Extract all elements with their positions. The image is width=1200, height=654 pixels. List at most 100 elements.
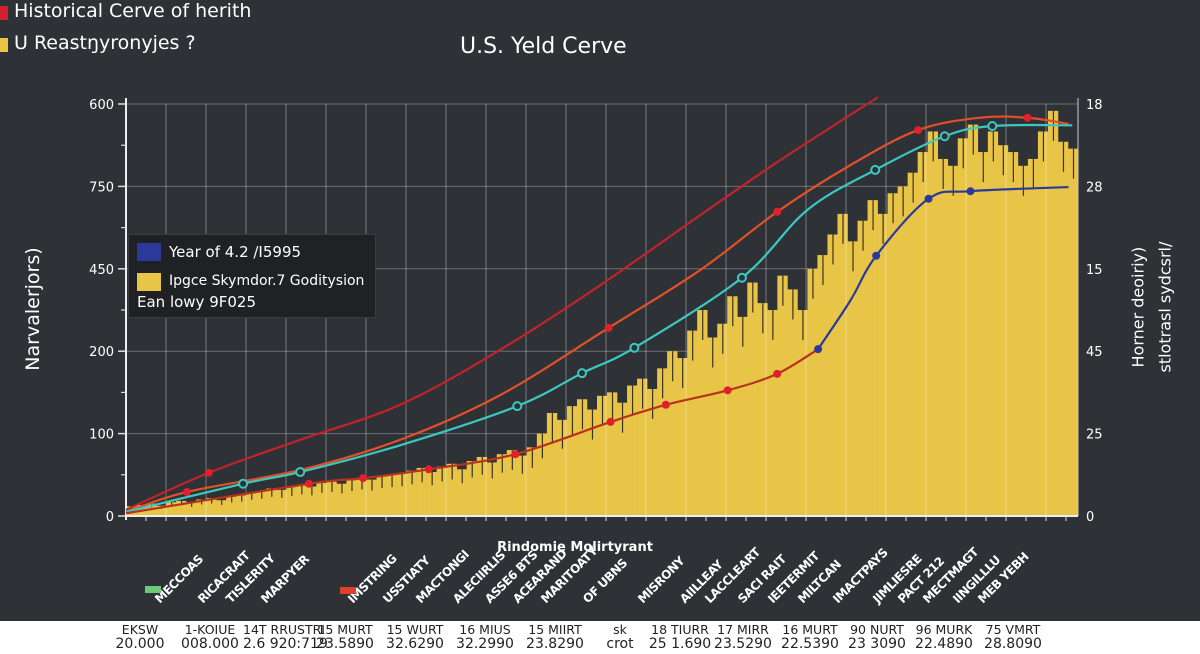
y-tick-label: 750: [89, 180, 114, 195]
cell-header: 14T RRUSTRI: [243, 622, 325, 637]
table-cell: 14T RRUSTRI 2.6 920:719: [243, 622, 328, 652]
bar: [306, 486, 317, 516]
series-marker: [1023, 113, 1032, 122]
bar: [617, 402, 628, 516]
series-marker: [511, 450, 520, 459]
cell-header: EKSW: [121, 622, 159, 637]
series-marker: [661, 400, 670, 409]
bar: [1017, 165, 1029, 517]
y-tick-label: 200: [89, 345, 114, 360]
cell-value: 22.5390: [781, 636, 839, 652]
bar: [286, 487, 297, 516]
bar: [807, 268, 818, 516]
legend-label: U Reastŋyronyjes ?: [14, 32, 196, 54]
x-axis-title: Rindomie Molirtyrant: [497, 540, 653, 555]
cell-header: 16 MURT: [782, 622, 838, 637]
bar: [697, 310, 708, 516]
bar: [186, 502, 197, 516]
series-marker: [736, 272, 747, 283]
y2-tick-label: 0: [1086, 510, 1094, 525]
bar: [677, 358, 688, 516]
series-marker: [204, 468, 213, 477]
bar: [566, 406, 578, 516]
bar: [897, 186, 908, 516]
legend-item-yellow: U Reastŋyronyjes ?: [0, 32, 196, 54]
cell-value: 32.2990: [456, 636, 514, 652]
cell-header: 15 WURT: [386, 622, 444, 637]
bar: [997, 145, 1009, 516]
bar: [326, 481, 337, 516]
bar: [937, 158, 949, 516]
bar: [827, 234, 838, 516]
bar: [476, 456, 488, 516]
category-swatch: [340, 587, 356, 594]
bar: [446, 463, 457, 516]
bar: [747, 282, 758, 516]
bar: [436, 466, 447, 516]
bar: [917, 152, 928, 517]
table-cell: 15 WURT 32.6290: [380, 622, 450, 652]
table-cell: 18 TIURR 25 1.690: [645, 623, 715, 652]
series-marker: [939, 131, 950, 142]
bar: [1007, 152, 1019, 517]
y2-tick-label: 45: [1086, 345, 1103, 360]
category-swatch: [145, 586, 161, 593]
bar: [1037, 131, 1049, 516]
series-marker: [577, 368, 588, 379]
table-cell: 75 VMRT 28.8090: [978, 623, 1048, 652]
bar: [506, 450, 518, 516]
legend-label: Year of 4.2 /I5995: [169, 243, 302, 261]
bar: [266, 488, 277, 516]
series-marker: [604, 323, 613, 332]
y2-tick-label: 25: [1086, 428, 1103, 443]
legend-swatch-red: [0, 6, 8, 20]
y-tick-label: 450: [89, 263, 114, 278]
bar: [366, 479, 377, 516]
bar: [757, 303, 768, 516]
series-marker: [987, 120, 998, 131]
cell-value: 20.000: [115, 636, 165, 652]
series-marker: [914, 126, 923, 135]
bar: [777, 275, 788, 516]
legend-label: Historical Cerve of herith: [14, 0, 252, 22]
cell-value: 23.5290: [714, 636, 772, 652]
bar: [847, 241, 858, 517]
series-marker: [924, 194, 933, 203]
cell-value: 23.5890: [316, 636, 374, 652]
cell-header: 16 MIUS: [459, 622, 511, 637]
bar: [516, 455, 528, 516]
series-marker: [629, 342, 640, 353]
cell-value: 32.6290: [386, 636, 444, 652]
bar: [596, 395, 608, 516]
series-marker: [966, 187, 975, 196]
series-marker: [814, 345, 823, 354]
table-cell: 1-KOIUE 008.000: [175, 622, 245, 652]
series-marker: [424, 465, 433, 474]
cell-header: 1-KOIUE: [184, 622, 236, 637]
bar: [627, 385, 638, 516]
bar: [687, 330, 698, 516]
bar: [607, 392, 618, 516]
bar: [737, 316, 748, 516]
table-cell: sk crot: [585, 623, 655, 652]
series-line: [817, 185, 1069, 350]
bar: [967, 124, 979, 516]
bar: [156, 505, 167, 516]
cell-header: 90 NURT: [850, 622, 904, 637]
series-marker: [304, 479, 313, 488]
cell-header: 17 MIRR: [717, 622, 769, 637]
bar: [1047, 110, 1059, 516]
chart-title: U.S. Yeld Cerve: [460, 34, 627, 59]
bar: [657, 368, 668, 516]
bar: [887, 193, 898, 516]
cell-value: 22.4890: [915, 636, 973, 652]
series-marker: [723, 386, 732, 395]
bar: [396, 473, 407, 516]
y2-tick-label: 15: [1086, 263, 1103, 278]
legend-swatch-yellow: [137, 273, 161, 291]
cell-header: 15 MURT: [317, 622, 373, 637]
legend-item-historical: Historical Cerve of herith: [0, 0, 251, 22]
series-marker: [606, 417, 615, 426]
bar: [586, 409, 598, 516]
bar: [196, 499, 207, 516]
